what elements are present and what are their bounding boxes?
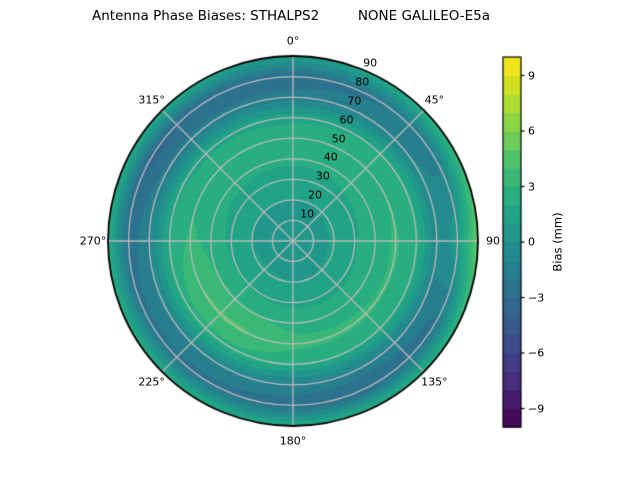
theta-tick-label-45: 45° — [424, 93, 445, 107]
theta-tick-label-270: 270° — [79, 234, 107, 248]
theta-tick-label-135: 135° — [421, 375, 448, 389]
colorbar-tick-label--3: −3 — [528, 291, 545, 304]
colorbar-tick-label-0: 0 — [528, 235, 535, 249]
r-tick-label-30: 30 — [315, 169, 330, 183]
chart-title: Antenna Phase Biases: STHALPS2 NONE GALI… — [92, 8, 490, 24]
theta-tick-label-315: 315° — [138, 93, 165, 107]
theta-tick-label-90: 90 — [486, 234, 500, 248]
r-tick-label-90: 90 — [363, 56, 378, 70]
theta-tick-label-0: 0° — [286, 34, 300, 48]
r-tick-label-50: 50 — [331, 132, 346, 145]
colorbar-tick-label-6: 6 — [528, 124, 535, 138]
colorbar-tick-label--6: −6 — [528, 346, 545, 360]
colorbar-axis-label: Bias (mm) — [550, 212, 565, 272]
colorbar-tick-label-9: 9 — [528, 69, 535, 82]
r-tick-label-20: 20 — [308, 188, 323, 202]
theta-tick-label-225: 225° — [138, 375, 165, 389]
r-tick-label-70: 70 — [347, 94, 362, 108]
r-tick-label-60: 60 — [339, 113, 354, 126]
theta-tick-label-180: 180° — [279, 434, 307, 448]
colorbar-tick-label-3: 3 — [528, 180, 535, 193]
colorbar-tick-label--9: −9 — [528, 402, 545, 415]
r-tick-label-80: 80 — [355, 75, 370, 89]
r-tick-label-40: 40 — [323, 150, 338, 164]
r-tick-label-10: 10 — [300, 207, 315, 221]
